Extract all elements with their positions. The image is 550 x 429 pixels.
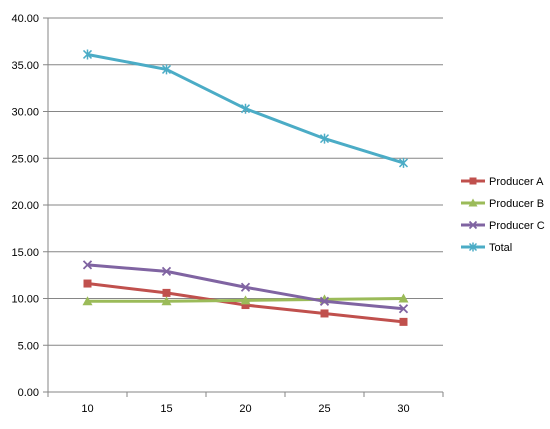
data-point-producer-a: [241, 301, 250, 310]
legend-label-producer-b: Producer B: [489, 198, 544, 210]
data-point-producer-b: [82, 296, 93, 306]
legend-marker-producer-b: [468, 198, 478, 207]
data-point-producer-a: [83, 279, 92, 288]
y-tick-label: 35.00: [11, 60, 39, 72]
y-tick-label: 0.00: [18, 387, 39, 399]
legend-marker-total: [468, 242, 478, 252]
legend-label-producer-c: Producer C: [489, 220, 545, 232]
x-tick-label: 30: [397, 403, 409, 415]
x-tick-label: 10: [81, 403, 93, 415]
legend-label-producer-a: Producer A: [489, 176, 544, 188]
data-point-producer-a: [162, 288, 171, 297]
y-tick-label: 25.00: [11, 153, 39, 165]
y-tick-label: 5.00: [18, 340, 39, 352]
data-point-total: [319, 133, 330, 144]
data-point-producer-c: [319, 296, 330, 306]
data-point-producer-b: [240, 295, 251, 305]
data-point-producer-b: [161, 296, 172, 306]
data-point-producer-a: [320, 309, 329, 318]
x-tick-label: 25: [318, 403, 330, 415]
data-point-total: [398, 157, 409, 168]
y-tick-label: 10.00: [11, 294, 39, 306]
legend-marker-producer-c: [468, 220, 478, 230]
data-point-total: [161, 64, 172, 75]
legend-label-total: Total: [489, 242, 512, 254]
x-tick-label: 15: [160, 403, 172, 415]
y-tick-label: 20.00: [11, 200, 39, 212]
x-tick-label: 20: [239, 403, 251, 415]
data-point-producer-c: [240, 282, 251, 292]
y-tick-label: 40.00: [11, 13, 39, 25]
data-point-producer-c: [82, 260, 93, 270]
data-point-producer-c: [398, 304, 409, 314]
data-point-producer-a: [399, 317, 408, 326]
data-point-total: [82, 49, 93, 60]
data-point-producer-c: [161, 266, 172, 277]
legend-marker-producer-a: [469, 177, 477, 185]
data-point-producer-b: [398, 293, 409, 303]
y-tick-label: 30.00: [11, 107, 39, 119]
y-tick-label: 15.00: [11, 247, 39, 259]
data-point-total: [240, 103, 251, 114]
